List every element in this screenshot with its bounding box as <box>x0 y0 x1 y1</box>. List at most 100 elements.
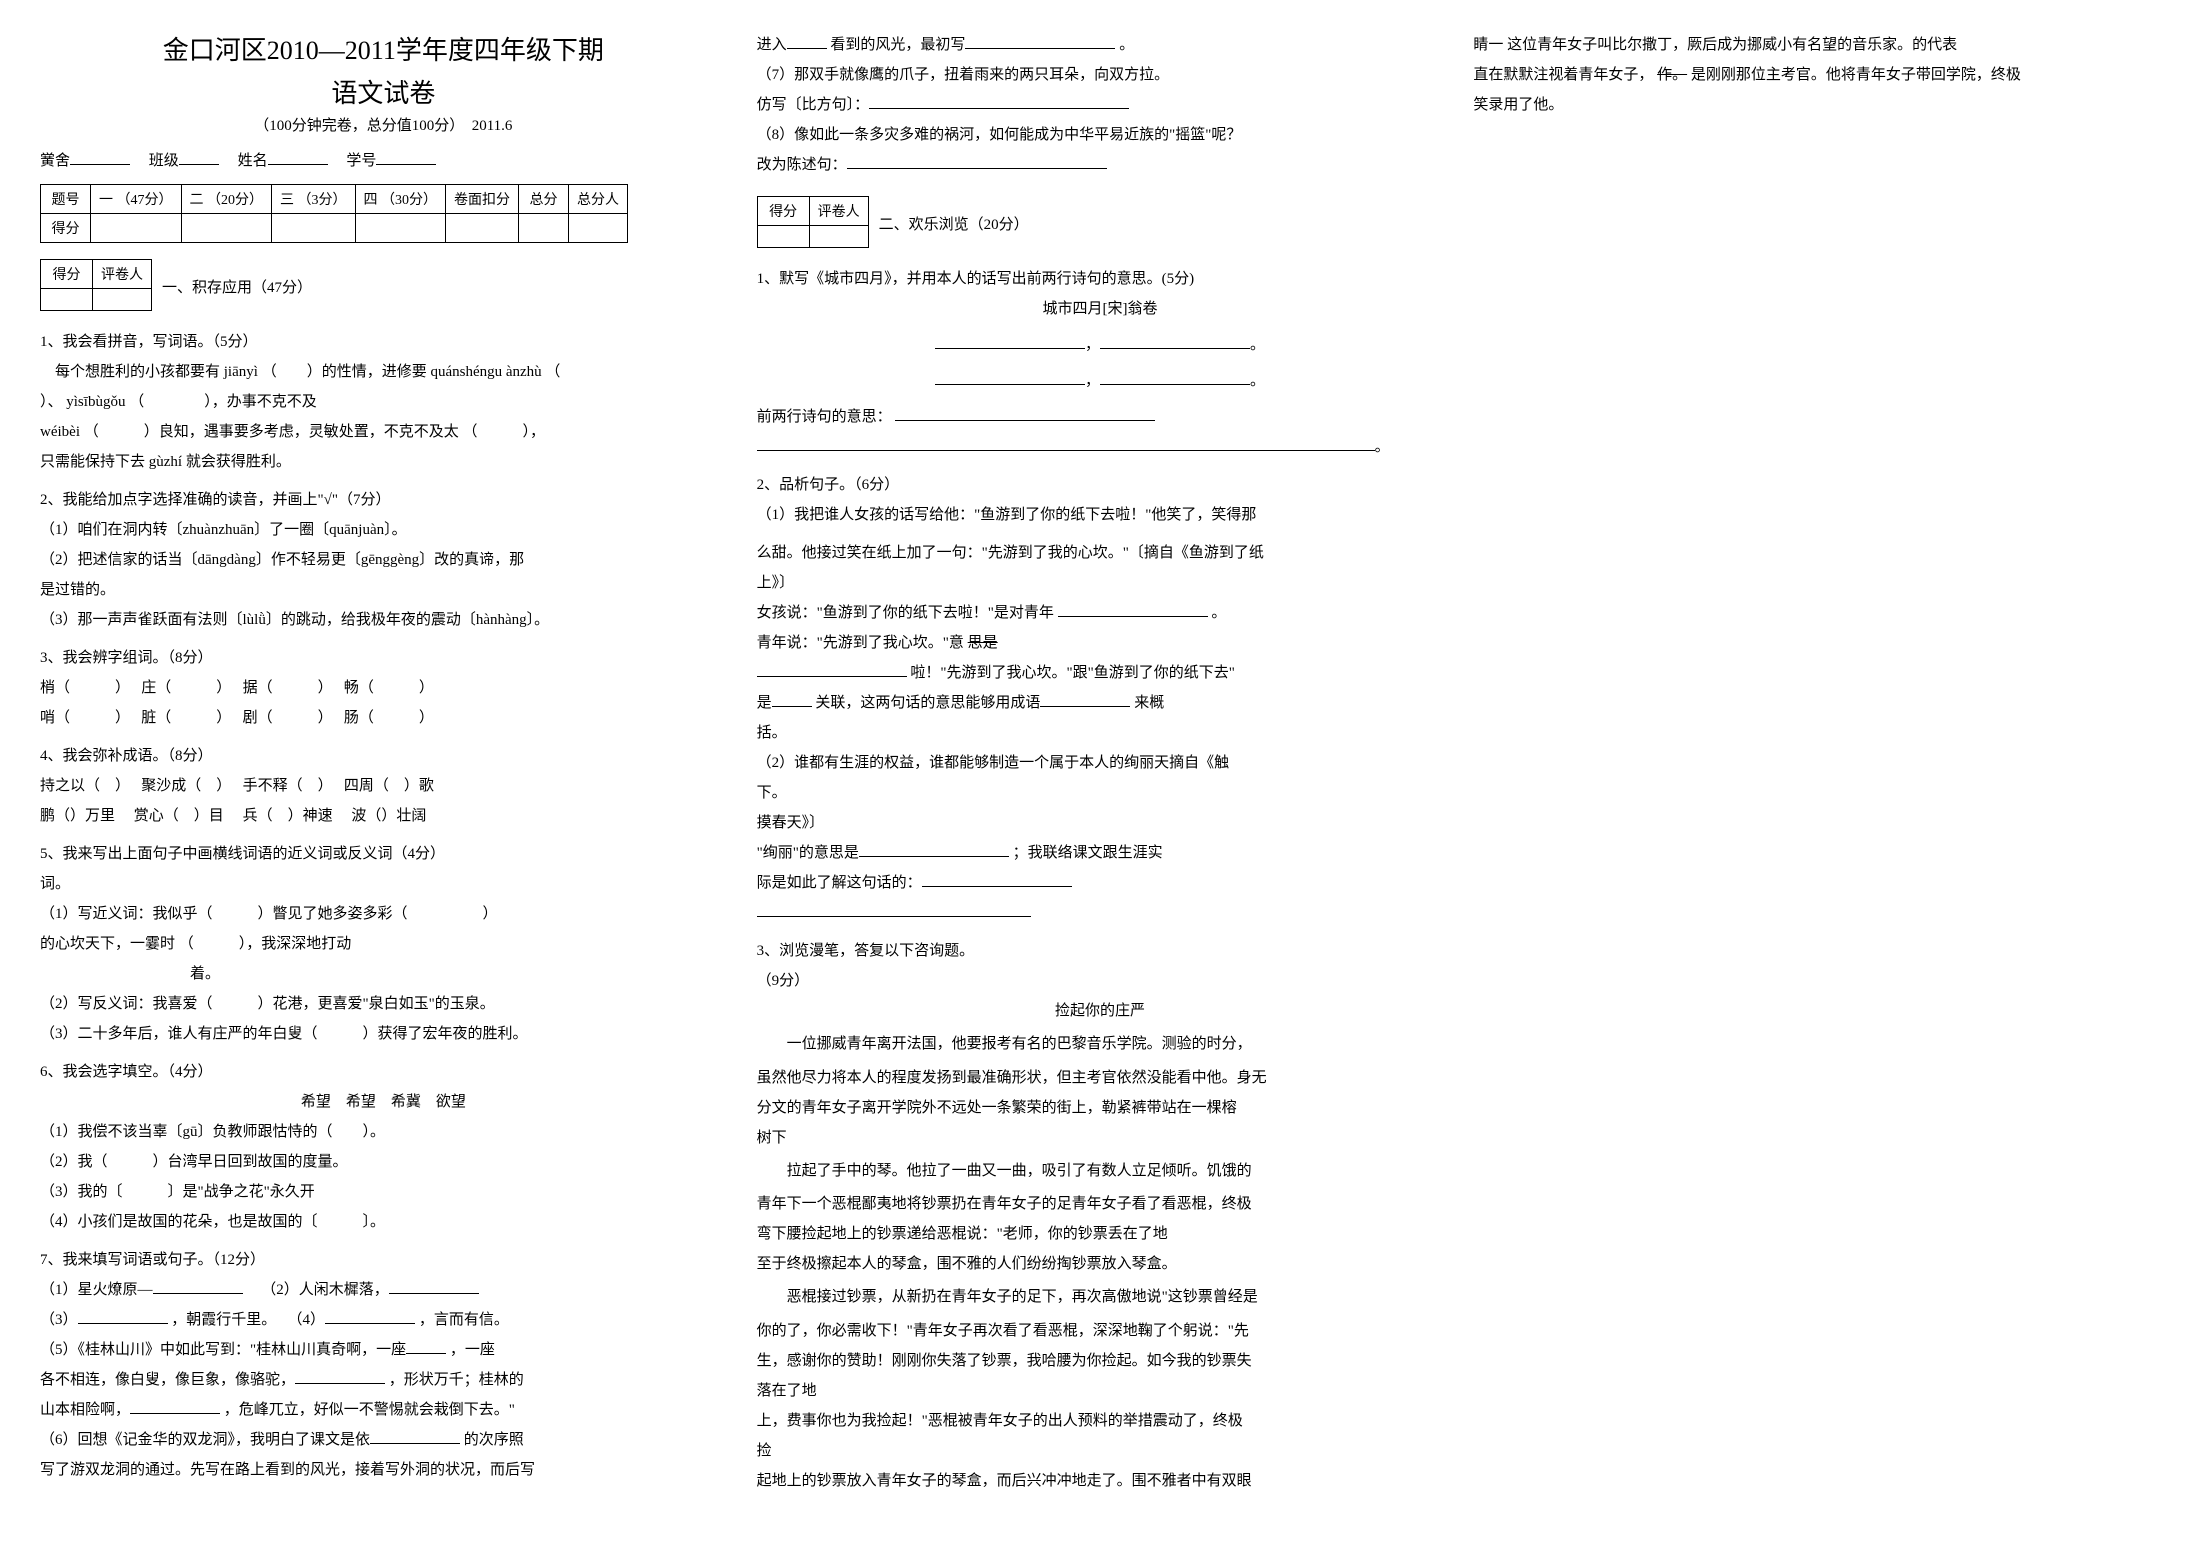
q4-cell: 波（）壮阔 <box>351 808 426 824</box>
q7-item: 山本相险啊， <box>40 1402 130 1418</box>
q22-p: 括。 <box>757 718 1444 748</box>
q7-item: 的次序照 <box>464 1432 524 1448</box>
q7-item: （2）人闲木樨落， <box>261 1282 389 1298</box>
q7-item: （3） <box>40 1312 78 1328</box>
q6-item: （3）我的〔 〕是"战争之花"永久开 <box>40 1177 727 1207</box>
question-1: 1、我会看拼音，写词语。（5分） 每个想胜利的小孩都要有 jiānyì （ ）的… <box>40 327 727 477</box>
q3-cell: 庄（ ） <box>141 680 224 696</box>
passage-p: 笑录用了他。 <box>1473 90 2160 120</box>
q6-item: （1）我偿不该当辜〔gū〕负教师跟怙恃的（ ）。 <box>40 1117 727 1147</box>
question-5: 5、我来写出上面句子中画横线词语的近义词或反义词（4分） 词。 （1）写近义词：… <box>40 839 727 1049</box>
q7-item: ，一座 <box>450 1342 495 1358</box>
section-1-title: 一、积存应用（47分） <box>162 276 312 297</box>
q5-sub: 词。 <box>40 869 727 899</box>
th-item: 题号 <box>41 185 91 214</box>
q3-cell: 畅（ ） <box>344 680 434 696</box>
question-6: 6、我会选字填空。（4分） 希望 希望 希冀 欲望 （1）我偿不该当辜〔gū〕负… <box>40 1057 727 1237</box>
q1-text: 就会获得胜利。 <box>186 454 291 470</box>
q4-title: 4、我会弥补成语。（8分） <box>40 741 727 771</box>
q7-title: 7、我来填写词语或句子。（12分） <box>40 1245 727 1275</box>
q7-item: 仿写〔比方句〕： <box>757 97 870 113</box>
q23-points: （9分） <box>757 966 1444 996</box>
q22-p: "绚丽"的意思是 <box>757 845 859 861</box>
row-score-label: 得分 <box>41 214 91 243</box>
passage-p: 拉起了手中的琴。他拉了一曲又一曲，吸引了有数人立足倾听。饥饿的 <box>757 1157 1444 1186</box>
q3-cell: 脏（ ） <box>141 710 224 726</box>
q22-p: 关联，这两句话的意思能够用成语 <box>815 695 1040 711</box>
q1-text: 只需能保持下去 <box>40 454 145 470</box>
q2-title: 2、我能给加点字选择准确的读音，并画上"√"（7分） <box>40 485 727 515</box>
q6-options: 希望 希望 希冀 欲望 <box>40 1087 727 1117</box>
passage-p: 树下 <box>757 1123 1444 1153</box>
q7-item: （7）那双手就像鹰的爪子，扭着雨来的两只耳朵，向双方拉。 <box>757 60 1444 90</box>
cell-score: 得分 <box>41 260 93 289</box>
passage-p: 虽然他尽力将本人的程度发扬到最准确形状，但主考官依然没能看中他。身无 <box>757 1063 1444 1093</box>
q22-p: 际是如此了解这句话的： <box>757 875 922 891</box>
q22-p: 是 <box>757 695 772 711</box>
passage-p: 至于终极擦起本人的琴盒，围不雅的人们纷纷掏钞票放入琴盒。 <box>757 1249 1444 1279</box>
passage-p: 弯下腰捡起地上的钞票递给恶棍说："老师，你的钞票丢在了地 <box>757 1219 1444 1249</box>
q7-item: 改为陈述句： <box>757 157 847 173</box>
q1-text: （ ）的性情，进修要 <box>262 364 427 380</box>
passage-p: 青年下一个恶棍鄙夷地将钞票扔在青年女子的足青年女子看了看恶棍，终极 <box>757 1189 1444 1219</box>
q21-title: 1、默写《城市四月》，并用本人的话写出前两行诗句的意思。(5分) <box>757 264 1444 294</box>
q3-title: 3、我会辨字组词。（8分） <box>40 643 727 673</box>
q3-cell: 剧（ ） <box>243 710 326 726</box>
q7-item: （8）像如此一条多灾多难的祸河，如何能成为中华平易近族的"摇篮"呢？ <box>757 120 1444 150</box>
q5-title: 5、我来写出上面句子中画横线词语的近义词或反义词（4分） <box>40 839 727 869</box>
q22-strike: 思是 <box>968 635 998 651</box>
q4-cell: 赏心（ ）目 <box>134 808 224 824</box>
section-2-title: 二、欢乐浏览（20分） <box>879 213 1029 234</box>
q5-item: 的心坎天下，一霎时 <box>40 936 175 952</box>
q2-item: 是过错的。 <box>40 575 727 605</box>
q22-p: 下。 <box>757 778 1444 808</box>
cell-marker: 评卷人 <box>809 197 868 226</box>
passage-p: 你的了，你必需收下！"青年女子再次看了看恶棍，深深地鞠了个躬说："先 <box>757 1316 1444 1346</box>
q22-p: 摸春天》〕 <box>757 808 1444 838</box>
q7-item: ，危峰兀立，好似一不警惕就会栽倒下去。" <box>224 1402 515 1418</box>
q22-p: 。 <box>1211 605 1226 621</box>
exam-subtitle: 语文试卷 <box>40 73 727 110</box>
q3-cell: 据（ ） <box>243 680 326 696</box>
q1-text: （ <box>545 364 560 380</box>
exam-meta: （100分钟完卷，总分值100分） 2011.6 <box>40 114 727 135</box>
passage-p: 分文的青年女子离开学院外不远处一条繁荣的街上，勒紧裤带站在一棵榕 <box>757 1093 1444 1123</box>
passage-p: 恶棍接过钞票，从新扔在青年女子的足下，再次高傲地说"这钞票曾经是 <box>757 1283 1444 1312</box>
q1-pinyin: gùzhí <box>149 454 182 470</box>
passage-p: 生，感谢你的赞助！刚刚你失落了钞票，我哈腰为你捡起。如今我的钞票失 <box>757 1346 1444 1376</box>
q22-p: 青年说："先游到了我心坎。"意 <box>757 635 964 651</box>
th-total: 总分 <box>519 185 569 214</box>
q22-p: 上》〕 <box>757 568 1444 598</box>
label-school: 黉舍 <box>40 153 70 169</box>
cell-marker: 评卷人 <box>93 260 152 289</box>
q3-cell: 哨（ ） <box>40 710 123 726</box>
q4-cell: 兵（ ）神速 <box>243 808 333 824</box>
q1-text: ）、 <box>40 394 63 410</box>
q1-pinyin: wéibèi <box>40 424 80 440</box>
q1-title: 1、我会看拼音，写词语。（5分） <box>40 327 727 357</box>
q22-p: 女孩说："鱼游到了你的纸下去啦！"是对青年 <box>757 605 1054 621</box>
q1-text: （ ），办事不克不及 <box>129 394 317 410</box>
q7-item: （4） <box>288 1312 326 1328</box>
label-class: 班级 <box>149 153 179 169</box>
q7-item: 。 <box>1119 37 1134 53</box>
q21-tail: 前两行诗句的意思： <box>757 409 892 425</box>
q1-pinyin: quánshéngu ànzhù <box>430 364 541 380</box>
cell-score: 得分 <box>757 197 809 226</box>
passage-p: 落在了地 <box>757 1376 1444 1406</box>
q4-cell: 鹏（）万里 <box>40 808 115 824</box>
q22-p: 啦！"先游到了我心坎。"跟"鱼游到了你的纸下去" <box>910 665 1235 681</box>
passage-p: 上，费事你也为我捡起！"恶棍被青年女子的出人预料的举措震动了，终极 <box>757 1406 1444 1436</box>
q22-p: （2）谁都有生涯的权益，谁都能够制造一个属于本人的绚丽天摘自《触 <box>757 748 1444 778</box>
q3-cell: 肠（ ） <box>344 710 434 726</box>
q7-item: 写了游双龙洞的通过。先写在路上看到的风光，接着写外洞的状况，而后写 <box>40 1455 727 1485</box>
q4-cell: 聚沙成（ ） <box>141 778 224 794</box>
q7-item: ，言而有信。 <box>419 1312 509 1328</box>
q1-text: （ ）， <box>463 424 546 440</box>
q5-item: （2）写反义词：我喜爱（ ）花港，更喜爱"泉白如玉"的玉泉。 <box>40 989 727 1019</box>
q5-item: （3）二十多年后，谁人有庄严的年白叟（ ）获得了宏年夜的胜利。 <box>40 1019 727 1049</box>
q1-pinyin: yìsībùgǒu <box>66 394 125 410</box>
q4-cell: 持之以（ ） <box>40 778 123 794</box>
q1-pinyin: jiānyì <box>224 364 258 380</box>
q22-p: 么甜。他接过笑在纸上加了一句："先游到了我的心坎。"〔摘自《鱼游到了纸 <box>757 538 1444 568</box>
